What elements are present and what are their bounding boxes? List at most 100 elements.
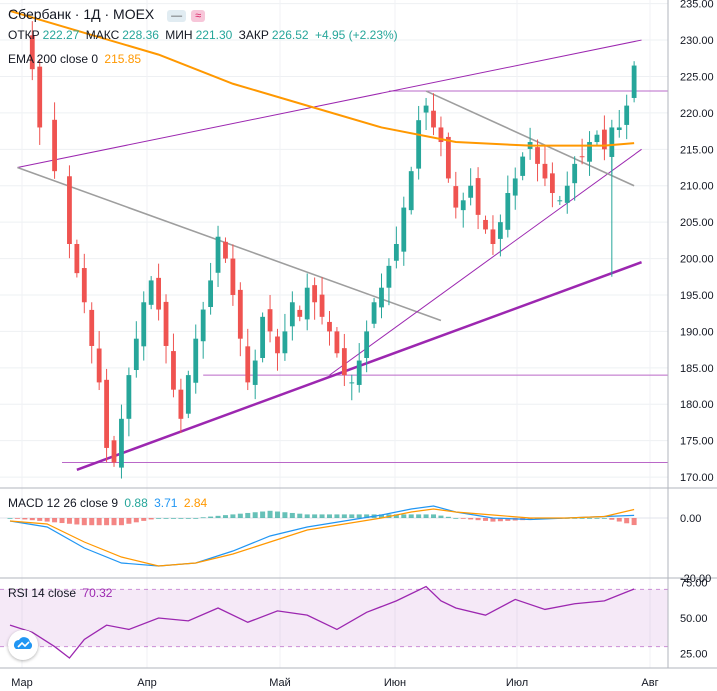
candle-up [401, 207, 407, 252]
candle-up [416, 120, 422, 169]
macd-layer [0, 505, 668, 567]
candle-up [564, 185, 570, 203]
macd-histogram-bar [319, 514, 325, 518]
macd-histogram-bar [587, 518, 593, 519]
candle-down [111, 440, 117, 463]
candle-down [327, 321, 332, 332]
macd-histogram-bar [133, 518, 139, 523]
macd-histogram-bar [616, 518, 622, 522]
candle-up [215, 236, 221, 273]
macd-histogram-bar [445, 516, 451, 518]
candle-up [557, 200, 563, 202]
macd-histogram-bar [237, 513, 243, 518]
macd-histogram-bar [230, 514, 236, 518]
macd-histogram-bar [163, 518, 169, 519]
ema200-line [9, 9, 635, 147]
candle-up [364, 331, 370, 358]
candle-down [490, 229, 496, 244]
macd-histogram-bar [601, 518, 607, 519]
macd-histogram-bar [29, 518, 35, 521]
candle-down [542, 163, 548, 179]
visibility-toggle-icon[interactable]: — [167, 10, 187, 22]
candle-up [282, 331, 288, 354]
y-tick-label: 190.00 [680, 326, 714, 338]
macd-histogram-bar [96, 518, 102, 526]
macd-histogram-bar [341, 514, 347, 518]
macd-histogram-bar [66, 518, 72, 524]
candle-up [133, 338, 139, 371]
y-tick-label: 230.00 [680, 35, 714, 47]
candle-up [356, 360, 362, 385]
candle-down [267, 309, 273, 332]
candle-up [193, 338, 199, 383]
x-tick-label: Мар [11, 677, 33, 689]
candle-up [616, 127, 622, 131]
candles-layer [29, 21, 637, 479]
candle-up [520, 156, 526, 176]
macd-histogram-bar [59, 518, 65, 524]
candle-down [483, 219, 488, 230]
y-tick-label: 220.00 [680, 108, 714, 120]
macd-histogram-bar [326, 514, 332, 518]
trendline-upper-channel [17, 39, 642, 169]
candle-down [475, 178, 481, 215]
macd-histogram-bar [460, 518, 466, 519]
candle-down [81, 268, 87, 303]
y-tick-label: 185.00 [680, 363, 714, 375]
candle-down [297, 309, 303, 317]
candle-up [200, 309, 206, 342]
y-tick-label: 215.00 [680, 144, 714, 156]
candle-down [438, 127, 444, 143]
macd-y-tick-label: 0.00 [680, 513, 701, 525]
compare-icon[interactable]: ≈ [191, 10, 206, 22]
macd-histogram-bar [497, 518, 503, 522]
macd-histogram-bar [490, 518, 496, 522]
candle-up [594, 134, 600, 143]
macd-histogram-bar [193, 518, 199, 519]
candle-down [245, 346, 251, 383]
close-value: 226.52 [271, 28, 309, 42]
candle-down [453, 186, 459, 208]
macd-histogram-bar [572, 518, 578, 519]
macd-histogram-bar [260, 511, 266, 518]
macd-histogram-bar [594, 518, 600, 519]
macd-histogram-bar [453, 518, 459, 519]
candle-up [148, 280, 154, 305]
candle-down [67, 176, 72, 244]
y-tick-label: 200.00 [680, 254, 714, 266]
trendline-gray-downtrend [17, 166, 442, 322]
rsi-y-tick-label: 50.00 [680, 613, 708, 625]
candle-down [29, 35, 35, 70]
macd-histogram-bar [141, 518, 147, 521]
y-tick-label: 175.00 [680, 436, 714, 448]
macd-line [9, 505, 635, 567]
candle-up [126, 375, 132, 419]
tradingview-logo-icon[interactable] [8, 630, 38, 660]
macd-histogram-bar [304, 514, 310, 518]
macd-histogram-bar [364, 514, 370, 518]
macd-histogram-bar [609, 518, 615, 520]
candle-up [289, 302, 295, 327]
macd-histogram-bar [289, 512, 295, 518]
candle-up [260, 316, 266, 358]
y-tick-label: 170.00 [680, 472, 714, 484]
x-tick-label: Авг [641, 677, 658, 689]
macd-histogram-bar [393, 514, 399, 518]
candle-up [252, 360, 258, 385]
macd-histogram-bar [104, 518, 110, 526]
candle-down [275, 336, 280, 354]
macd-histogram-bar [215, 515, 221, 518]
macd-histogram-bar [624, 518, 630, 524]
rsi-value: 70.32 [82, 586, 113, 600]
macd-histogram-bar [126, 518, 132, 524]
candle-up [349, 382, 355, 384]
ema-value: 215.85 [104, 52, 142, 66]
candle-up [423, 105, 429, 113]
candle-up [468, 185, 474, 198]
close-label: ЗАКР [238, 28, 269, 42]
macd-y-tick-label: -20.00 [680, 573, 711, 585]
candle-up [505, 193, 511, 230]
macd-legend: MACD 12 26 close 9 0.88 3.71 2.84 [8, 496, 210, 510]
